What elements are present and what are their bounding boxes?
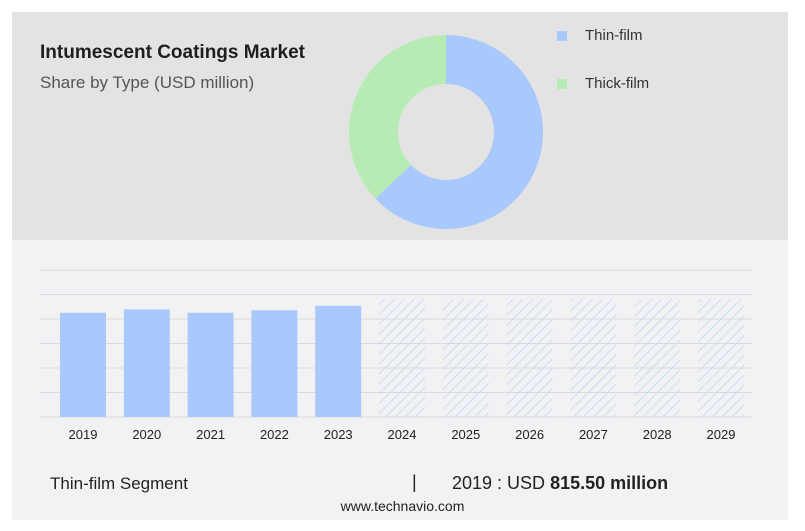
bar-forecast-2029 (698, 299, 744, 417)
bar-forecast-2027 (570, 299, 617, 417)
bar-forecast-2025 (442, 299, 489, 417)
legend-item-thin-film: Thin-film (557, 27, 643, 44)
bar-2020 (123, 309, 170, 417)
footer-value: 2019 : USD 815.50 million (452, 473, 668, 494)
bar-2021 (187, 312, 234, 417)
x-tick-label-2023: 2023 (324, 427, 353, 442)
chart-subtitle: Share by Type (USD million) (40, 73, 255, 92)
x-tick-label-2020: 2020 (132, 427, 161, 442)
legend-item-thick-film: Thick-film (557, 75, 649, 92)
legend-swatch-thin-film (557, 30, 567, 41)
chart-title: Intumescent Coatings Market (40, 42, 305, 63)
x-tick-label-2019: 2019 (69, 427, 98, 442)
x-tick-label-2022: 2022 (260, 427, 289, 442)
source-url: www.technavio.com (340, 498, 465, 514)
bar-forecast-2024 (379, 299, 425, 417)
bar-forecast-2026 (506, 299, 553, 417)
legend-label-thin-film: Thin-film (585, 27, 643, 44)
footer-divider: | (412, 472, 417, 492)
donut-chart (349, 35, 543, 229)
x-tick-label-2025: 2025 (451, 427, 480, 442)
bar-2023 (315, 305, 362, 417)
footer-value-amount: 815.50 million (550, 473, 669, 493)
bar-2022 (251, 310, 298, 417)
x-tick-label-2021: 2021 (196, 427, 225, 442)
donut-slice-thick-film (349, 35, 446, 199)
donut-slice-thin-film (375, 35, 543, 229)
bar-chart: 2019 2020 2021 2022 2023 2024 2025 2026 2027 2028… (40, 269, 752, 442)
x-tick-label-2029: 2029 (707, 427, 736, 442)
footer-segment-label: Thin-film Segment (50, 474, 188, 493)
x-tick-label-2024: 2024 (388, 427, 417, 442)
legend-label-thick-film: Thick-film (585, 75, 650, 92)
bar-2019 (60, 312, 106, 417)
bar-forecast-2028 (634, 299, 681, 417)
footer-value-prefix: 2019 : USD (452, 473, 546, 493)
legend-swatch-thick-film (557, 78, 567, 89)
x-tick-label-2028: 2028 (643, 427, 672, 442)
x-tick-label-2026: 2026 (515, 427, 544, 442)
x-tick-label-2027: 2027 (579, 427, 608, 442)
